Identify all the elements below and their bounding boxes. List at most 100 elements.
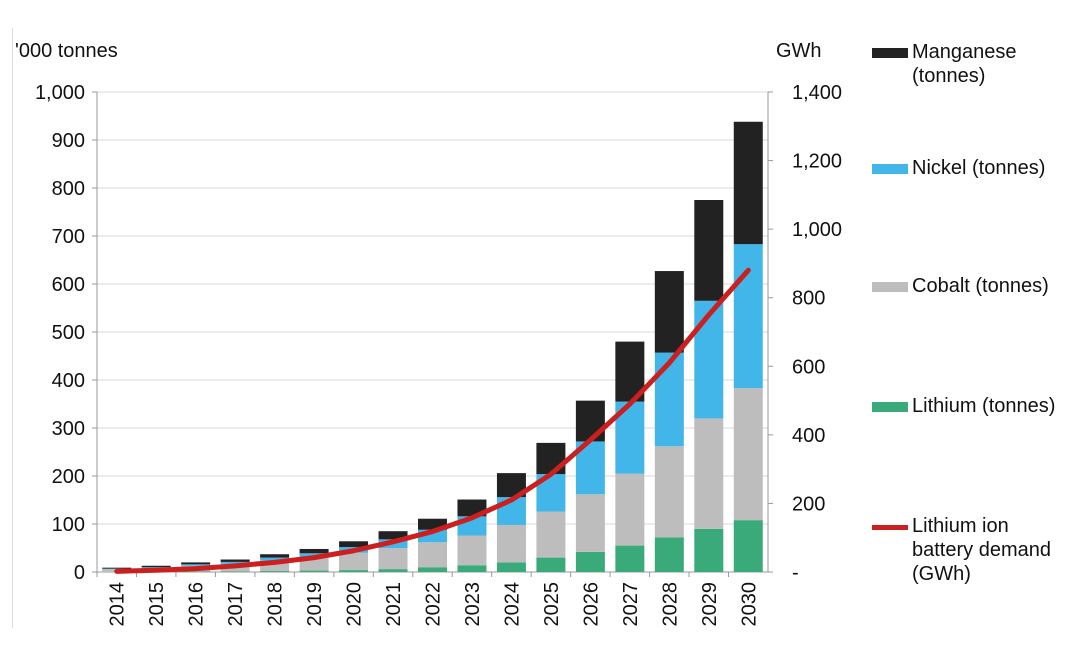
left-tick-label-5: 500	[52, 322, 85, 344]
bar-nickel-2028	[654, 352, 684, 447]
legend-item-nickel: Nickel (tonnes)	[872, 156, 1045, 180]
right-tick-label-5: 1,000	[792, 219, 842, 241]
legend-item-battery-demand: Lithium ion battery demand (GWh)	[872, 514, 1051, 586]
bar-lithium-2022	[418, 567, 447, 572]
bar-cobalt-2026	[575, 494, 605, 552]
left-tick-label-8: 800	[52, 178, 85, 200]
left-border-line	[12, 28, 13, 628]
legend-item-lithium: Lithium (tonnes)	[872, 394, 1055, 418]
legend-swatch-cobalt	[872, 282, 908, 292]
chart-svg: 0 100 200 300 400 500 600 700 800 900 1,000 - 200 400…	[35, 82, 842, 627]
left-tick-label-4: 400	[52, 370, 85, 392]
battery-demand-line	[114, 267, 751, 574]
right-tick-label-1: 200	[792, 493, 825, 515]
bar-nickel-2015	[141, 567, 171, 569]
bar-lithium-2029	[694, 528, 724, 572]
x-tick-label-2021: 2021	[383, 582, 405, 627]
bar-manganese-2016	[181, 562, 211, 565]
x-tick-label-2026: 2026	[580, 582, 602, 627]
bar-lithium-2028	[654, 537, 684, 572]
left-tick-label-6: 600	[52, 274, 85, 296]
right-tick-label-7: 1,400	[792, 82, 842, 104]
legend-label-nickel: Nickel (tonnes)	[912, 157, 1046, 179]
x-tick-label-2025: 2025	[541, 582, 563, 627]
bar-manganese-2022	[418, 518, 447, 530]
bar-lithium-2019	[299, 570, 329, 572]
x-tick-label-2014: 2014	[107, 582, 129, 627]
x-tick-label-2029: 2029	[699, 582, 721, 627]
legend-label-cobalt: Cobalt (tonnes)	[912, 275, 1049, 297]
bar-manganese-2028	[654, 271, 684, 353]
bar-nickel-2017	[220, 561, 250, 564]
bar-manganese-2030	[733, 121, 763, 245]
x-tick-label-2022: 2022	[423, 582, 445, 627]
bar-manganese-2015	[141, 565, 171, 568]
bar-manganese-2019	[299, 548, 329, 554]
legend-label-battery-demand: Lithium ion battery demand (GWh)	[912, 515, 1051, 585]
left-tick-label-1: 100	[52, 514, 85, 536]
left-tick-label-2: 200	[52, 466, 85, 488]
legend-item-manganese: Manganese (tonnes)	[872, 40, 1017, 88]
legend-swatch-lithium	[872, 402, 908, 412]
legend-label-lithium: Lithium (tonnes)	[912, 395, 1056, 417]
bar-nickel-2018	[260, 557, 290, 561]
x-tick-label-2023: 2023	[462, 582, 484, 627]
x-tick-label-2027: 2027	[620, 582, 642, 627]
x-tick-label-2024: 2024	[501, 582, 523, 627]
bar-manganese-2029	[694, 200, 724, 301]
bar-cobalt-2029	[694, 418, 724, 529]
bar-cobalt-2028	[654, 446, 684, 538]
bar-manganese-2020	[339, 541, 369, 548]
bar-lithium-2023	[457, 565, 487, 572]
right-tick-label-0: -	[792, 562, 799, 584]
legend-label-manganese: Manganese (tonnes)	[912, 41, 1017, 87]
bar-manganese-2021	[378, 531, 408, 540]
left-tick-label-9: 900	[52, 130, 85, 152]
bar-cobalt-2030	[733, 388, 763, 521]
left-tick-label-7: 700	[52, 226, 85, 248]
right-tick-label-2: 400	[792, 425, 825, 447]
bar-cobalt-2018	[260, 560, 290, 572]
bar-lithium-2030	[733, 520, 763, 572]
legend-swatch-nickel	[872, 164, 908, 174]
right-tick-label-3: 600	[792, 356, 825, 378]
bar-nickel-2029	[694, 300, 724, 419]
bar-manganese-2025	[536, 442, 566, 475]
x-tick-label-2017: 2017	[225, 582, 247, 627]
x-tick-label-2016: 2016	[186, 582, 208, 627]
bar-lithium-2020	[339, 570, 369, 572]
bar-cobalt-2027	[615, 473, 645, 546]
bar-cobalt-2021	[378, 548, 408, 570]
bar-manganese-2018	[260, 554, 290, 558]
bar-manganese-2017	[220, 559, 250, 562]
legend-swatch-manganese	[872, 48, 908, 58]
bar-cobalt-2025	[536, 511, 566, 558]
x-tick-label-2030: 2030	[738, 582, 760, 627]
x-tick-label-2028: 2028	[659, 582, 681, 627]
legend-item-cobalt: Cobalt (tonnes)	[872, 274, 1049, 298]
bar-nickel-2016	[181, 564, 211, 566]
x-tick-label-2019: 2019	[304, 582, 326, 627]
legend-line-battery-demand	[872, 525, 908, 530]
bar-cobalt-2020	[339, 552, 369, 571]
bar-cobalt-2022	[418, 542, 447, 568]
bar-lithium-2025	[536, 557, 566, 572]
bar-lithium-2021	[378, 569, 408, 572]
right-axis-title: GWh	[776, 40, 822, 62]
left-tick-label-0: 0	[74, 562, 85, 584]
right-tick-label-6: 1,200	[792, 151, 842, 173]
left-tick-label-3: 300	[52, 418, 85, 440]
x-tick-label-2015: 2015	[146, 582, 168, 627]
bar-cobalt-2023	[457, 535, 487, 566]
bar-lithium-2018	[260, 571, 290, 572]
x-tick-label-2020: 2020	[344, 582, 366, 627]
x-tick-label-2018: 2018	[265, 582, 287, 627]
bar-manganese-2026	[575, 400, 605, 442]
bar-cobalt-2024	[496, 524, 526, 563]
left-tick-label-10: 1,000	[35, 82, 85, 104]
bar-manganese-2014	[102, 567, 132, 569]
bar-lithium-2027	[615, 545, 645, 572]
bar-lithium-2024	[496, 562, 526, 572]
bar-lithium-2026	[575, 551, 605, 572]
right-tick-label-4: 800	[792, 288, 825, 310]
